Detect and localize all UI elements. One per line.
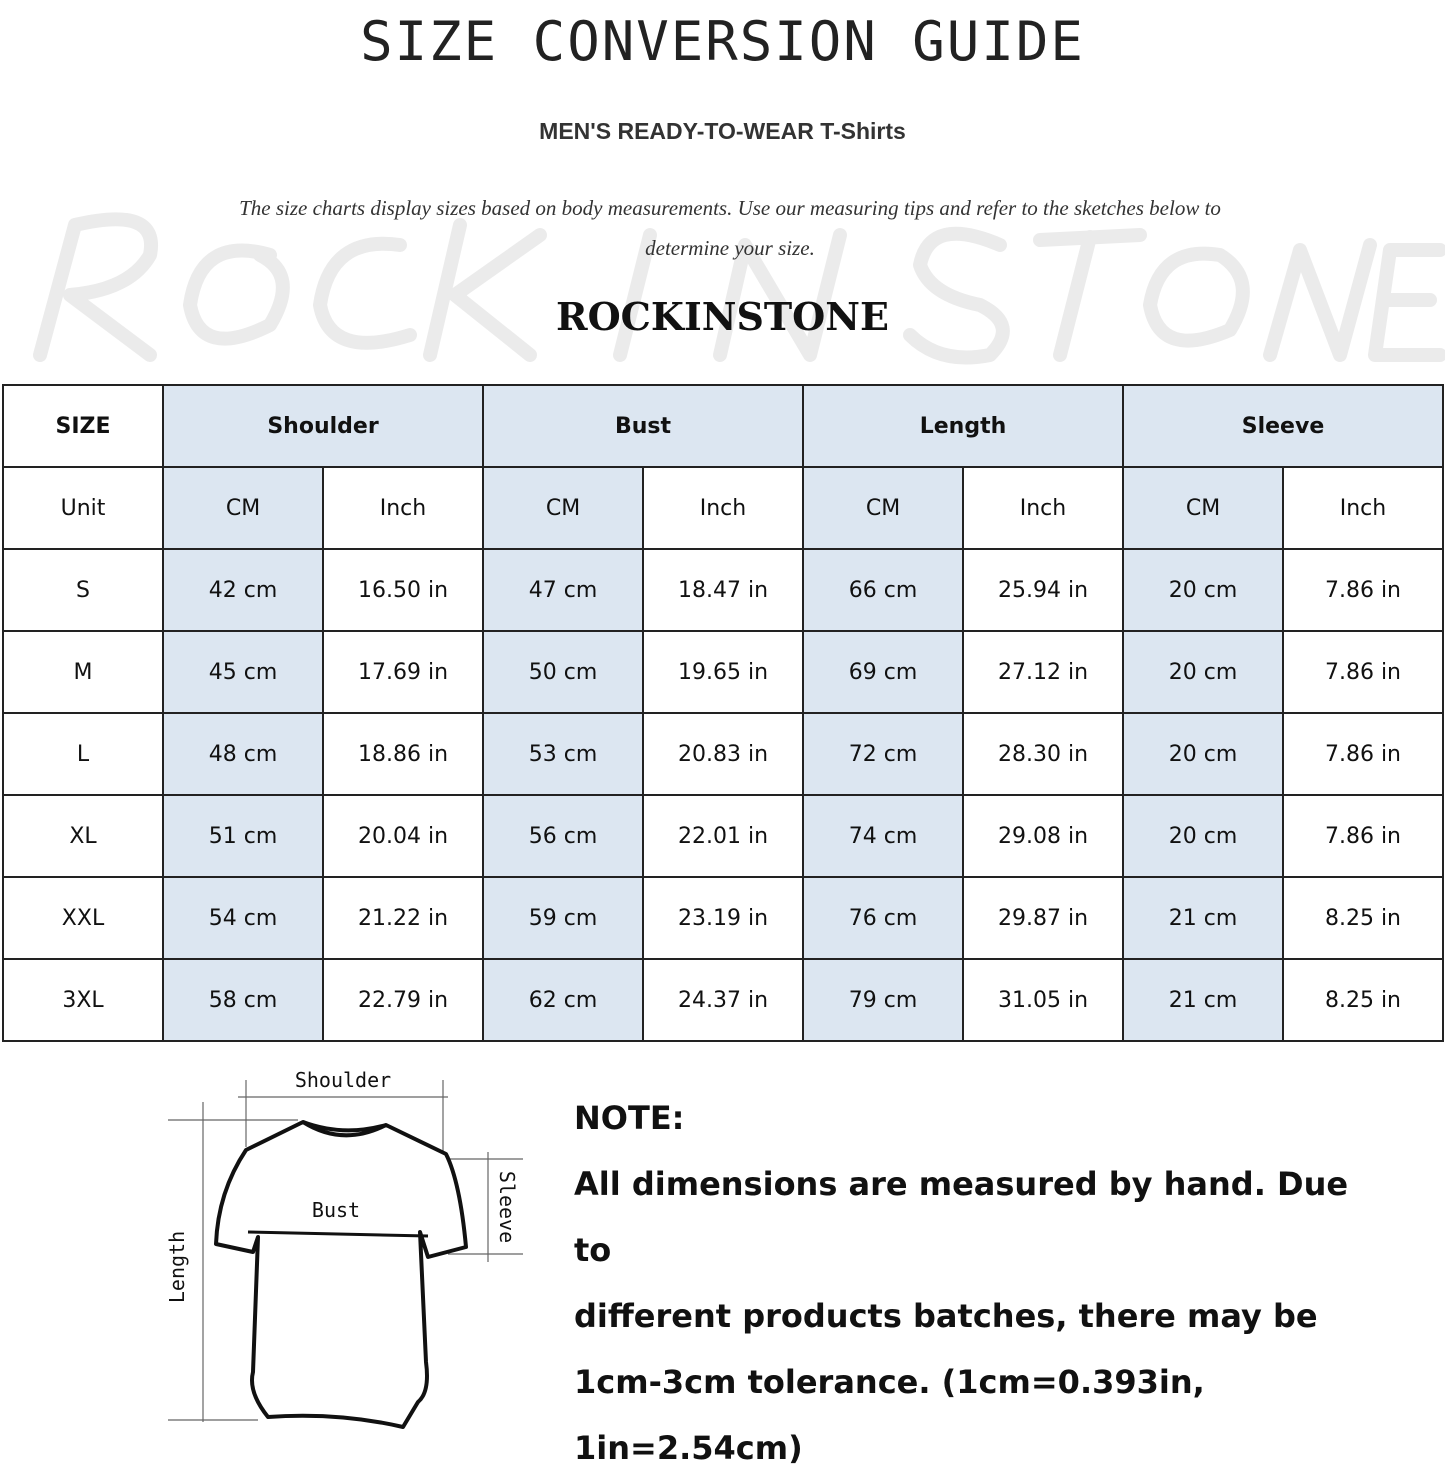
table-cell: 59 cm	[482, 876, 644, 960]
table-row: 3XL 58 cm 22.79 in 62 cm 24.37 in 79 cm 31.05 …	[2, 958, 1444, 1042]
unit-row: Unit CM Inch CM Inch CM Inch CM Inch	[2, 466, 1444, 550]
tshirt-measurement-diagram: Shoulder Bust Sleeve Length	[165, 1068, 523, 1429]
diagram-label-bust: Bust	[312, 1198, 360, 1222]
table-row: XL 51 cm 20.04 in 56 cm 22.01 in 74 cm 29.08 i…	[2, 794, 1444, 878]
table-cell: 66 cm	[802, 548, 964, 632]
table-cell: 7.86 in	[1282, 794, 1444, 878]
page-subtitle: MEN'S READY-TO-WEAR T-Shirts	[539, 118, 906, 144]
diagram-label-sleeve: Sleeve	[495, 1171, 519, 1243]
table-cell: 20 cm	[1122, 548, 1284, 632]
table-cell: 20 cm	[1122, 712, 1284, 796]
table-cell: 53 cm	[482, 712, 644, 796]
column-header: Sleeve	[1122, 384, 1444, 468]
table-cell: 50 cm	[482, 630, 644, 714]
table-cell: 72 cm	[802, 712, 964, 796]
table-cell: 29.08 in	[962, 794, 1124, 878]
table-cell: 22.01 in	[642, 794, 804, 878]
size-label: XL	[2, 794, 164, 878]
table-cell: 18.86 in	[322, 712, 484, 796]
size-label: S	[2, 548, 164, 632]
column-header: SIZE	[2, 384, 164, 468]
table-cell: 45 cm	[162, 630, 324, 714]
table-cell: 58 cm	[162, 958, 324, 1042]
note-line: All dimensions are measured by hand. Due…	[574, 1165, 1349, 1269]
table-cell: 8.25 in	[1282, 958, 1444, 1042]
table-cell: 47 cm	[482, 548, 644, 632]
table-header-row: SIZE Shoulder Bust Length Sleeve	[2, 384, 1444, 468]
table-cell: 18.47 in	[642, 548, 804, 632]
table-cell: 48 cm	[162, 712, 324, 796]
unit-cell: CM	[162, 466, 324, 550]
table-cell: 20 cm	[1122, 794, 1284, 878]
unit-cell: CM	[482, 466, 644, 550]
table-row: L 48 cm 18.86 in 53 cm 20.83 in 72 cm 28.30 in…	[2, 712, 1444, 796]
table-row: M 45 cm 17.69 in 50 cm 19.65 in 69 cm 27.12 in…	[2, 630, 1444, 714]
table-cell: 54 cm	[162, 876, 324, 960]
unit-cell: CM	[802, 466, 964, 550]
table-cell: 21 cm	[1122, 876, 1284, 960]
table-cell: 76 cm	[802, 876, 964, 960]
unit-cell: Inch	[1282, 466, 1444, 550]
size-label: XXL	[2, 876, 164, 960]
table-cell: 24.37 in	[642, 958, 804, 1042]
table-cell: 21.22 in	[322, 876, 484, 960]
table-cell: 17.69 in	[322, 630, 484, 714]
column-header: Length	[802, 384, 1124, 468]
unit-cell: Inch	[642, 466, 804, 550]
table-cell: 69 cm	[802, 630, 964, 714]
size-label: M	[2, 630, 164, 714]
table-cell: 20 cm	[1122, 630, 1284, 714]
size-label: 3XL	[2, 958, 164, 1042]
column-header: Shoulder	[162, 384, 484, 468]
column-header: Bust	[482, 384, 804, 468]
table-cell: 31.05 in	[962, 958, 1124, 1042]
diagram-label-length: Length	[165, 1231, 189, 1303]
table-cell: 25.94 in	[962, 548, 1124, 632]
table-cell: 23.19 in	[642, 876, 804, 960]
table-cell: 56 cm	[482, 794, 644, 878]
note-line: 1cm-3cm tolerance. (1cm=0.393in, 1in=2.5…	[574, 1363, 1205, 1467]
watermark-logo	[33, 212, 1445, 365]
note-section: NOTE: All dimensions are measured by han…	[574, 1085, 1394, 1481]
table-row: XXL 54 cm 21.22 in 59 cm 23.19 in 76 cm 29.87 …	[2, 876, 1444, 960]
table-cell: 22.79 in	[322, 958, 484, 1042]
table-cell: 19.65 in	[642, 630, 804, 714]
table-cell: 7.86 in	[1282, 548, 1444, 632]
table-cell: 28.30 in	[962, 712, 1124, 796]
table-cell: 7.86 in	[1282, 630, 1444, 714]
table-cell: 20.83 in	[642, 712, 804, 796]
table-cell: 27.12 in	[962, 630, 1124, 714]
table-cell: 8.25 in	[1282, 876, 1444, 960]
table-cell: 79 cm	[802, 958, 964, 1042]
intro-text: The size charts display sizes based on b…	[239, 196, 1221, 260]
brand-name: ROCKINSTONE	[556, 294, 889, 339]
table-cell: 20.04 in	[322, 794, 484, 878]
table-cell: 7.86 in	[1282, 712, 1444, 796]
unit-cell: Unit	[2, 466, 164, 550]
table-cell: 29.87 in	[962, 876, 1124, 960]
unit-cell: Inch	[322, 466, 484, 550]
diagram-label-shoulder: Shoulder	[295, 1068, 391, 1092]
table-cell: 16.50 in	[322, 548, 484, 632]
table-row: S 42 cm 16.50 in 47 cm 18.47 in 66 cm 25.94 in…	[2, 548, 1444, 632]
page-title: SIZE CONVERSION GUIDE	[360, 10, 1085, 73]
unit-cell: Inch	[962, 466, 1124, 550]
unit-cell: CM	[1122, 466, 1284, 550]
table-cell: 62 cm	[482, 958, 644, 1042]
table-cell: 74 cm	[802, 794, 964, 878]
table-cell: 51 cm	[162, 794, 324, 878]
size-label: L	[2, 712, 164, 796]
note-line: different products batches, there may be	[574, 1297, 1318, 1335]
table-cell: 42 cm	[162, 548, 324, 632]
note-heading: NOTE:	[574, 1099, 685, 1137]
size-table: SIZE Shoulder Bust Length Sleeve Unit CM Inch CM…	[2, 384, 1444, 1042]
table-cell: 21 cm	[1122, 958, 1284, 1042]
